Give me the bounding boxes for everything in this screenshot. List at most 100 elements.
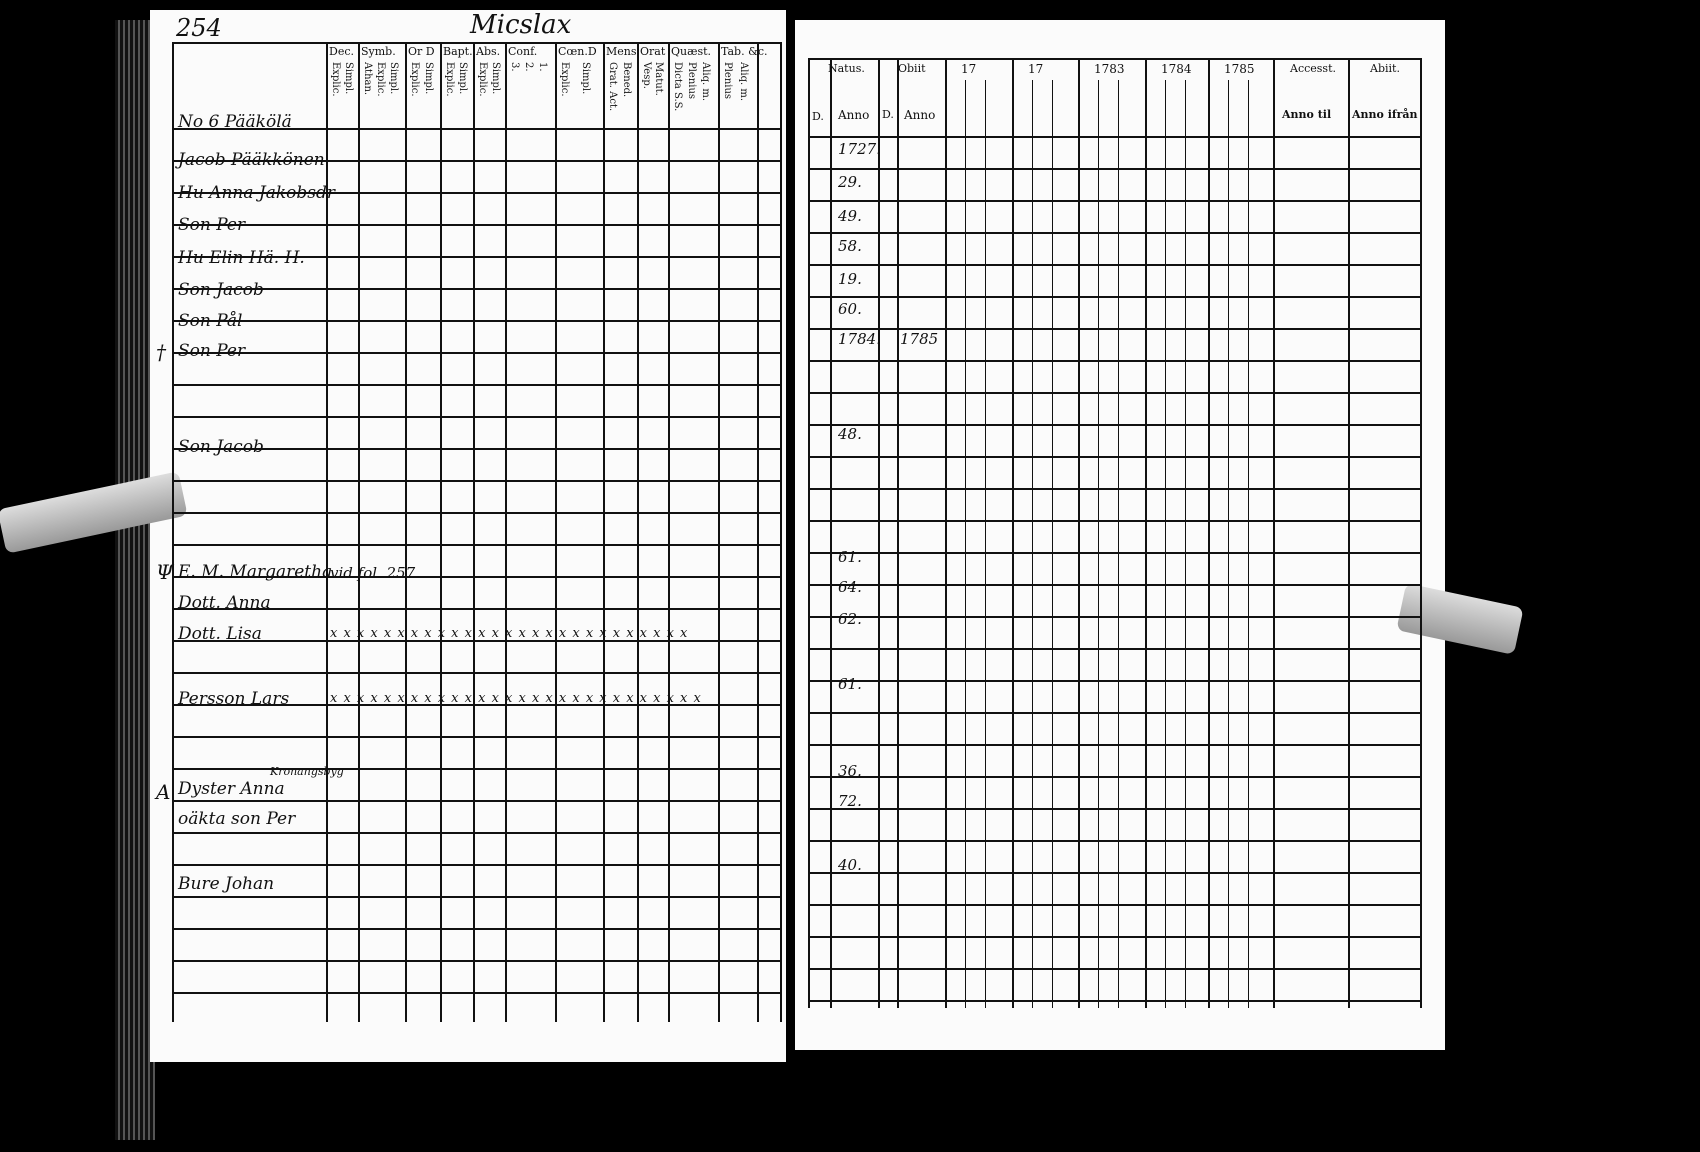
column-subheader: Grat. Act.: [607, 62, 618, 112]
header-d: D.: [812, 110, 824, 123]
grid-line: [808, 264, 1420, 266]
header-obiit: Obiit: [898, 62, 926, 75]
birth-year: 60.: [838, 300, 862, 318]
header-abiit: Abiit.: [1370, 62, 1400, 75]
grid-line: [172, 448, 780, 450]
grid-line: [808, 488, 1420, 490]
column-header: Mens: [606, 45, 637, 58]
person-name: Son Jacob: [178, 280, 264, 300]
column-subheader: Athan.: [362, 62, 373, 96]
person-name: Dyster Anna: [178, 779, 285, 799]
grid-line: [172, 544, 780, 546]
grid-line: [172, 608, 780, 610]
grid-line: [808, 808, 1420, 810]
column-subheader: Matut.: [653, 62, 664, 96]
grid-line: [808, 520, 1420, 522]
column-header: Bapt.: [443, 45, 473, 58]
grid-line: [172, 800, 780, 802]
year-header: 1783: [1094, 62, 1125, 76]
column-header: Quæst.: [671, 45, 712, 58]
year-header: 1785: [1224, 62, 1255, 76]
year-header: 17: [1028, 62, 1044, 76]
grid-line: [172, 288, 780, 290]
grid-line: [985, 80, 986, 1008]
header-anno: Anno: [838, 108, 870, 122]
grid-line: [808, 58, 1420, 60]
grid-line: [172, 128, 780, 130]
grid-line: [172, 992, 780, 994]
grid-line: [830, 58, 832, 1008]
grid-line: [1165, 80, 1166, 1008]
grid-line: [808, 200, 1420, 202]
header-anno: Anno: [904, 108, 936, 122]
entry-note: Kronangsbyg: [270, 765, 344, 778]
grid-line: [172, 704, 780, 706]
header-d: D.: [882, 108, 894, 121]
grid-line: [440, 42, 442, 1022]
grid-line: [808, 584, 1420, 586]
grid-line: [172, 416, 780, 418]
grid-line: [808, 840, 1420, 842]
column-subheader: Bened.: [621, 62, 632, 98]
grid-line: [808, 776, 1420, 778]
birth-year: 58.: [838, 237, 862, 255]
person-name: No 6 Pääkölä: [178, 112, 292, 132]
grid-line: [808, 168, 1420, 170]
column-subheader: Explic.: [330, 62, 341, 97]
grid-line: [965, 80, 966, 1008]
birth-year: 1727.: [838, 140, 881, 158]
grid-line: [808, 616, 1420, 618]
person-name: Hu Anna Jakobsdr: [178, 183, 335, 203]
grid-line: [172, 960, 780, 962]
column-header: Abs.: [476, 45, 501, 58]
grid-line: [1052, 80, 1053, 1008]
header-accessit: Accesst.: [1290, 62, 1336, 75]
header-natus: Natus.: [828, 62, 865, 75]
exam-marks: x x x x x x x x x x x x x x x x x x x x …: [330, 626, 689, 641]
grid-line: [808, 680, 1420, 682]
grid-line: [172, 384, 780, 386]
grid-line: [780, 42, 782, 1022]
column-subheader: Aliq. m.: [700, 62, 711, 102]
column-subheader: Explic.: [375, 62, 386, 97]
grid-line: [172, 352, 780, 354]
column-header: Tab. &c.: [721, 45, 768, 58]
person-name: Bure Johan: [178, 874, 275, 894]
grid-line: [808, 424, 1420, 426]
grid-line: [1420, 58, 1422, 1008]
grid-line: [808, 1000, 1420, 1002]
grid-line: [878, 58, 880, 1008]
column-header: Symb.: [361, 45, 396, 58]
grid-line: [1185, 80, 1186, 1008]
grid-line: [808, 648, 1420, 650]
column-subheader: Dicta S.S.: [672, 62, 683, 112]
column-subheader: 1.: [537, 62, 548, 72]
birth-year: 61.: [838, 675, 862, 693]
grid-line: [808, 136, 1420, 138]
grid-line: [1098, 80, 1099, 1008]
left-page: [150, 10, 786, 1062]
right-page: [795, 20, 1445, 1050]
grid-line: [808, 58, 810, 1008]
grid-line: [808, 360, 1420, 362]
grid-line: [1208, 58, 1210, 1008]
grid-line: [808, 872, 1420, 874]
birth-year: 61.: [838, 548, 862, 566]
header-anno-til: Anno til: [1282, 108, 1332, 121]
grid-line: [505, 42, 507, 1022]
grid-line: [405, 42, 407, 1022]
column-header: Conf.: [508, 45, 538, 58]
birth-year: 29.: [838, 173, 862, 191]
column-subheader: Simpl.: [388, 62, 399, 95]
grid-line: [945, 58, 947, 1008]
person-name: Son Per: [178, 341, 246, 361]
column-subheader: Explic.: [477, 62, 488, 97]
grid-line: [1032, 80, 1033, 1008]
person-name: Son Jacob: [178, 437, 264, 457]
column-subheader: Vesp.: [641, 62, 652, 89]
grid-line: [172, 512, 780, 514]
grid-line: [808, 328, 1420, 330]
grid-line: [637, 42, 639, 1022]
grid-line: [172, 864, 780, 866]
grid-line: [172, 320, 780, 322]
